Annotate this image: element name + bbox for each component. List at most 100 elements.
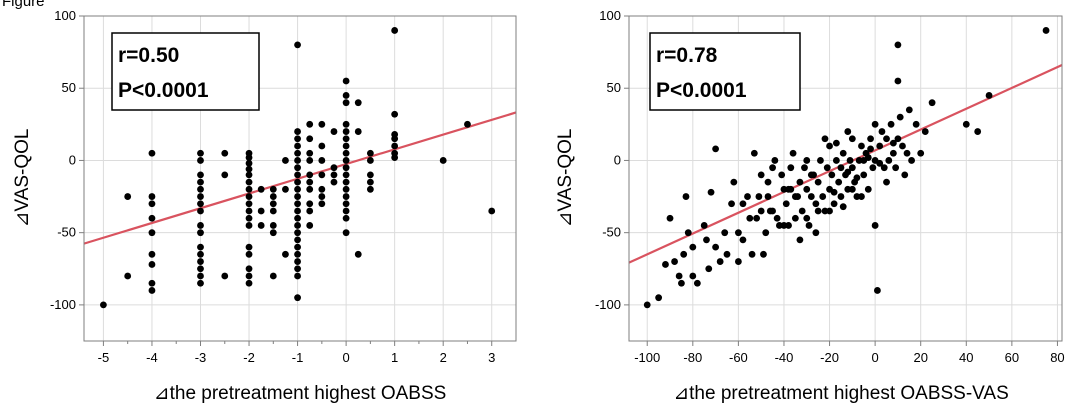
data-point: [342, 92, 350, 99]
data-point: [846, 157, 854, 164]
data-point: [342, 157, 350, 164]
data-point: [318, 142, 326, 150]
data-point: [306, 149, 314, 157]
data-point: [318, 193, 326, 200]
data-point: [245, 178, 253, 186]
data-point: [197, 171, 204, 179]
data-point: [197, 178, 204, 186]
data-point: [391, 27, 399, 34]
data-point: [148, 149, 156, 157]
data-point: [257, 222, 265, 229]
stat-annotation: r=0.50 P<0.0001: [111, 32, 260, 111]
x-tick-label: 3: [488, 350, 495, 365]
y-tick-label: 100: [54, 8, 76, 23]
data-point: [778, 171, 786, 179]
data-point: [803, 214, 811, 222]
data-point: [837, 193, 845, 200]
data-point: [880, 164, 888, 172]
data-point: [757, 207, 765, 215]
data-point: [342, 99, 350, 107]
data-point: [748, 250, 756, 258]
data-point: [342, 171, 350, 179]
data-point: [197, 243, 204, 251]
data-point: [839, 149, 847, 157]
data-point: [805, 222, 813, 229]
data-point: [746, 214, 754, 222]
data-point: [197, 272, 204, 280]
data-point: [282, 157, 289, 164]
data-point: [707, 188, 715, 196]
data-point: [903, 149, 911, 157]
data-point: [739, 200, 747, 208]
y-tick-label: -100: [50, 297, 76, 312]
data-point: [306, 200, 314, 208]
data-point: [197, 258, 204, 265]
data-point: [785, 185, 792, 193]
data-point: [245, 265, 253, 273]
data-point: [876, 159, 884, 167]
data-point: [812, 200, 820, 208]
data-point: [294, 157, 301, 164]
y-axis-title: ⊿VAS-QOL: [555, 129, 576, 228]
data-point: [294, 171, 301, 179]
data-point: [974, 128, 982, 135]
data-point: [753, 214, 761, 222]
data-point: [837, 164, 845, 172]
data-point: [342, 164, 350, 172]
data-point: [807, 193, 815, 200]
data-point: [819, 193, 827, 200]
data-point: [306, 207, 314, 215]
p-value-label: P<0.0001: [656, 79, 747, 102]
data-point: [294, 193, 301, 200]
x-tick-label: -5: [98, 350, 110, 365]
data-point: [221, 149, 229, 157]
data-point: [318, 185, 326, 193]
data-point: [294, 250, 301, 258]
data-point: [294, 207, 301, 215]
figure-label: Figure: [2, 0, 45, 10]
data-point: [306, 120, 314, 128]
data-point: [734, 229, 742, 237]
data-point: [791, 193, 799, 200]
data-point: [294, 178, 301, 186]
data-point: [803, 157, 811, 164]
data-point: [330, 178, 338, 186]
data-point: [789, 149, 797, 157]
data-point: [821, 135, 829, 143]
data-point: [148, 193, 156, 200]
x-tick-label: -1: [292, 350, 304, 365]
data-point: [803, 185, 811, 193]
data-point: [197, 149, 204, 157]
data-point: [294, 164, 301, 172]
data-point: [306, 157, 314, 164]
data-point: [905, 106, 913, 114]
x-tick-label: 40: [959, 350, 973, 365]
data-point: [769, 207, 776, 215]
data-point: [787, 164, 795, 172]
x-tick-label: -100: [634, 350, 660, 365]
data-point: [798, 207, 806, 215]
data-point: [354, 128, 362, 135]
data-point: [757, 171, 765, 179]
data-point: [391, 135, 399, 143]
data-point: [678, 279, 685, 287]
x-tick-label: -80: [683, 350, 702, 365]
data-point: [643, 301, 651, 309]
x-axis-title: ⊿the pretreatment highest OABSS-VAS: [673, 383, 1009, 404]
data-point: [245, 154, 253, 161]
data-point: [860, 171, 868, 179]
data-point: [848, 164, 856, 172]
data-point: [366, 178, 374, 186]
data-point: [826, 207, 833, 215]
y-tick-label: -50: [57, 225, 76, 240]
data-point: [148, 214, 156, 222]
data-point: [962, 120, 970, 128]
data-point: [245, 193, 253, 200]
data-point: [887, 120, 895, 128]
data-point: [780, 222, 788, 229]
y-tick-label: 0: [69, 152, 76, 167]
x-tick-label: -4: [146, 350, 158, 365]
data-point: [245, 165, 253, 173]
data-point: [867, 135, 874, 143]
data-point: [894, 41, 902, 49]
